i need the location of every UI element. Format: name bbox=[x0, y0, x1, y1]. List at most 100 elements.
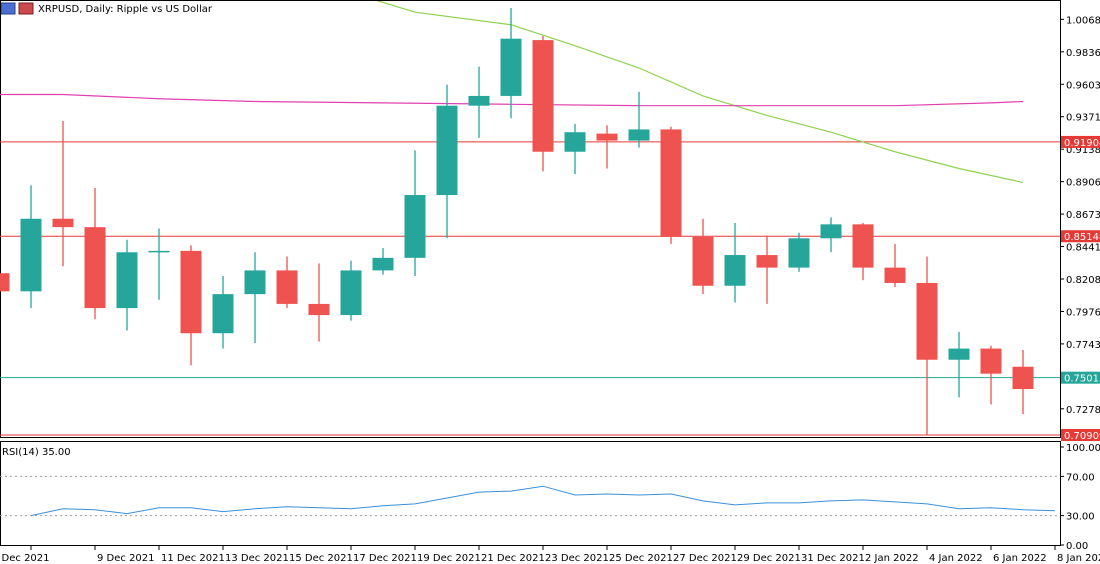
candle[interactable] bbox=[916, 256, 938, 436]
candle[interactable] bbox=[692, 218, 714, 295]
candle-body bbox=[372, 257, 394, 271]
time-tick-label: 25 Dec 2021 bbox=[609, 553, 673, 564]
candlestick-series bbox=[0, 7, 1034, 436]
candle-body bbox=[84, 227, 106, 309]
candle[interactable] bbox=[564, 123, 586, 175]
candle[interactable] bbox=[0, 252, 10, 301]
rsi-axis[interactable]: 100.00 70.00 30.00 0.00 bbox=[1060, 443, 1100, 552]
candle-body bbox=[180, 250, 202, 334]
candle[interactable] bbox=[1012, 349, 1034, 415]
candle-body bbox=[436, 105, 458, 196]
time-tick-label: 13 Dec 2021 bbox=[225, 553, 289, 564]
price-tick-label: 0.96035 bbox=[1066, 80, 1100, 91]
candle[interactable] bbox=[116, 239, 138, 331]
candle[interactable] bbox=[948, 331, 970, 398]
ma-fast-line bbox=[376, 1, 1024, 184]
candle[interactable] bbox=[980, 345, 1002, 405]
candle-body bbox=[468, 95, 490, 106]
price-tick-label: 0.86735 bbox=[1066, 210, 1100, 221]
candle-body bbox=[916, 282, 938, 360]
candle-body bbox=[404, 195, 426, 258]
timeframe-icon[interactable] bbox=[18, 2, 34, 15]
candle-body bbox=[724, 255, 746, 286]
candle[interactable] bbox=[372, 248, 394, 275]
candle[interactable] bbox=[756, 235, 778, 304]
chart-title: XRPUSD, Daily: Ripple vs US Dollar bbox=[38, 4, 213, 15]
candle[interactable] bbox=[724, 222, 746, 303]
candle-body bbox=[52, 218, 74, 228]
candle[interactable] bbox=[276, 256, 298, 309]
candle[interactable] bbox=[52, 121, 74, 267]
horizontal-levels bbox=[0, 141, 1060, 436]
candle[interactable] bbox=[180, 245, 202, 366]
candle[interactable] bbox=[20, 185, 42, 309]
candle[interactable] bbox=[436, 84, 458, 239]
rsi-line bbox=[30, 485, 1056, 517]
price-panel[interactable] bbox=[0, 0, 1061, 438]
candle[interactable] bbox=[788, 232, 810, 272]
rsi-tick-label: 100.00 bbox=[1066, 443, 1100, 454]
time-tick-label: 31 Dec 2021 bbox=[801, 553, 865, 564]
time-tick-label: 21 Dec 2021 bbox=[481, 553, 545, 564]
candle[interactable] bbox=[244, 252, 266, 343]
price-tick-label: 0.72785 bbox=[1066, 405, 1100, 416]
candle[interactable] bbox=[308, 263, 330, 342]
candle-body bbox=[852, 224, 874, 268]
candle[interactable] bbox=[884, 243, 906, 288]
candle[interactable] bbox=[500, 7, 522, 119]
rsi-indicator: RSI(14) 35.00 bbox=[0, 447, 1060, 517]
level-tag-text: 0.91904 bbox=[1064, 138, 1100, 149]
level-tag-text: 0.70909 bbox=[1064, 431, 1100, 442]
time-tick-label: 4 Jan 2022 bbox=[929, 553, 983, 564]
candle[interactable] bbox=[628, 91, 650, 148]
level-price-tag: 0.70909 bbox=[1061, 429, 1100, 442]
candle-body bbox=[628, 129, 650, 141]
candle[interactable] bbox=[468, 66, 490, 138]
candle[interactable] bbox=[596, 125, 618, 169]
time-tick-label: 27 Dec 2021 bbox=[673, 553, 737, 564]
level-tag-bg bbox=[1061, 230, 1100, 243]
time-tick-label: 23 Dec 2021 bbox=[545, 553, 609, 564]
time-tick-label: 15 Dec 2021 bbox=[289, 553, 353, 564]
candle[interactable] bbox=[148, 228, 170, 300]
candle-body bbox=[692, 236, 714, 286]
candle[interactable] bbox=[660, 126, 682, 244]
time-tick-label: 7 Dec 2021 bbox=[0, 553, 50, 564]
candle-body bbox=[116, 252, 138, 309]
candle-body bbox=[276, 270, 298, 304]
price-tick-label: 0.91385 bbox=[1066, 145, 1100, 156]
rsi-title: RSI(14) 35.00 bbox=[2, 447, 71, 458]
candle-body bbox=[884, 267, 906, 283]
candle-body bbox=[564, 132, 586, 152]
candle-body bbox=[0, 273, 10, 292]
candle[interactable] bbox=[84, 188, 106, 320]
level-tag-text: 0.75015 bbox=[1064, 374, 1100, 385]
candle[interactable] bbox=[820, 217, 842, 253]
level-tag-bg bbox=[1061, 371, 1100, 384]
candle-body bbox=[660, 129, 682, 237]
time-tick-label: 9 Dec 2021 bbox=[97, 553, 155, 564]
candle[interactable] bbox=[212, 275, 234, 349]
time-tick-label: 2 Jan 2022 bbox=[865, 553, 919, 564]
symbol-icon[interactable] bbox=[0, 2, 16, 15]
candle-body bbox=[788, 238, 810, 268]
candle-body bbox=[756, 255, 778, 268]
candle-body bbox=[308, 303, 330, 316]
rsi-tick-label: 70.00 bbox=[1066, 472, 1095, 483]
time-tick-label: 11 Dec 2021 bbox=[161, 553, 225, 564]
candle-body bbox=[244, 270, 266, 295]
candle[interactable] bbox=[404, 150, 426, 276]
level-labels: 0.91904 0.85148 0.75015 0.70909 bbox=[1061, 135, 1100, 442]
candle[interactable] bbox=[532, 35, 554, 172]
rsi-panel[interactable] bbox=[0, 441, 1061, 546]
candle[interactable] bbox=[852, 222, 874, 281]
candle[interactable] bbox=[340, 260, 362, 321]
price-tick-label: 0.77435 bbox=[1066, 340, 1100, 351]
price-tick-label: 0.82085 bbox=[1066, 275, 1100, 286]
